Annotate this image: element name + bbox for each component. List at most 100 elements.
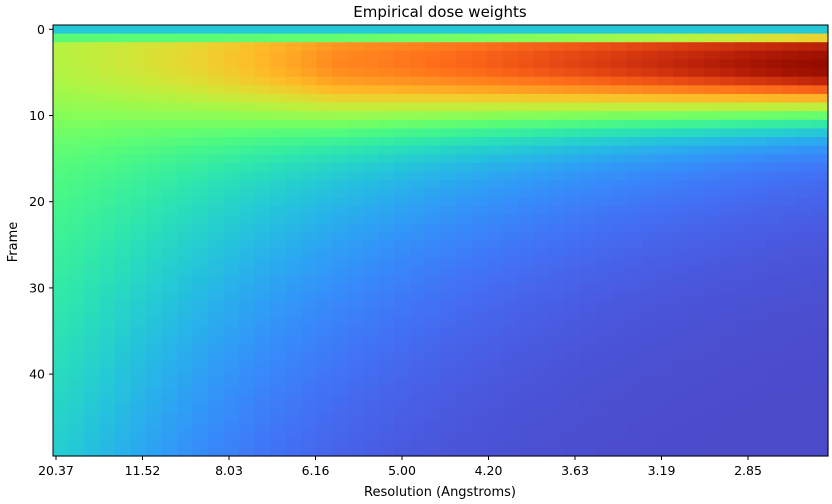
heatmap-cell	[177, 119, 194, 130]
heatmap-cell	[766, 369, 783, 380]
heatmap-cell	[409, 197, 426, 207]
heatmap-cell	[425, 102, 442, 112]
heatmap-cell	[301, 197, 318, 207]
heatmap-cell	[657, 274, 674, 285]
heatmap-cell	[750, 387, 767, 397]
heatmap-cell	[719, 438, 736, 448]
heatmap-cell	[750, 188, 767, 198]
heatmap-cell	[812, 309, 829, 319]
heatmap-cell	[363, 50, 380, 61]
heatmap-cell	[84, 59, 101, 69]
heatmap-cell	[84, 283, 101, 293]
heatmap-cell	[564, 309, 581, 319]
heatmap-cell	[316, 68, 333, 78]
heatmap-cell	[750, 25, 767, 35]
heatmap-cell	[657, 343, 674, 354]
heatmap-cell	[766, 162, 783, 173]
heatmap-cell	[735, 33, 752, 43]
heatmap-cell	[208, 162, 225, 173]
heatmap-cell	[239, 231, 256, 242]
heatmap-cell	[378, 404, 395, 414]
heatmap-cell	[177, 274, 194, 285]
heatmap-cell	[192, 378, 209, 388]
heatmap-cell	[146, 369, 163, 380]
heatmap-cell	[347, 119, 364, 130]
heatmap-cell	[533, 266, 550, 276]
heatmap-cell	[580, 369, 597, 380]
heatmap-cell	[735, 438, 752, 448]
heatmap-cell	[735, 335, 752, 345]
heatmap-cell	[456, 111, 473, 121]
heatmap-cell	[347, 111, 364, 121]
heatmap-cell	[688, 231, 705, 242]
heatmap-cell	[99, 223, 116, 233]
heatmap-cell	[781, 378, 798, 388]
heatmap-cell	[611, 188, 628, 198]
heatmap-cell	[642, 309, 659, 319]
heatmap-cell	[270, 274, 287, 285]
heatmap-cell	[332, 214, 349, 224]
heatmap-cell	[719, 257, 736, 267]
heatmap-cell	[53, 283, 70, 293]
heatmap-cell	[409, 421, 426, 431]
heatmap-cell	[766, 119, 783, 130]
heatmap-cell	[115, 76, 132, 86]
heatmap-cell	[223, 171, 240, 181]
heatmap-cell	[332, 145, 349, 155]
heatmap-cell	[518, 188, 535, 198]
heatmap-cell	[363, 42, 380, 52]
heatmap-cell	[673, 430, 690, 440]
heatmap-cell	[580, 395, 597, 405]
heatmap-cell	[611, 395, 628, 405]
heatmap-cell	[115, 369, 132, 380]
heatmap-cell	[99, 119, 116, 130]
heatmap-cell	[192, 318, 209, 328]
heatmap-cell	[564, 188, 581, 198]
heatmap-cell	[688, 68, 705, 78]
heatmap-cell	[115, 395, 132, 405]
heatmap-cell	[192, 214, 209, 224]
heatmap-cell	[549, 300, 566, 311]
heatmap-cell	[626, 266, 643, 276]
heatmap-cell	[626, 318, 643, 328]
heatmap-cell	[425, 266, 442, 276]
heatmap-cell	[254, 318, 271, 328]
heatmap-cell	[130, 85, 147, 95]
heatmap-cell	[812, 318, 829, 328]
heatmap-cell	[239, 214, 256, 224]
heatmap-cell	[394, 25, 411, 35]
heatmap-cell	[797, 412, 814, 423]
heatmap-cell	[564, 180, 581, 190]
heatmap-cell	[456, 257, 473, 267]
heatmap-cell	[301, 249, 318, 259]
heatmap-cell	[781, 438, 798, 448]
heatmap-cell	[750, 361, 767, 371]
heatmap-cell	[781, 274, 798, 285]
heatmap-cell	[425, 188, 442, 198]
heatmap-cell	[580, 145, 597, 155]
heatmap-cell	[688, 76, 705, 86]
heatmap-cell	[363, 33, 380, 43]
heatmap-cell	[580, 162, 597, 173]
heatmap-cell	[688, 387, 705, 397]
heatmap-cell	[363, 335, 380, 345]
heatmap-cell	[735, 412, 752, 423]
heatmap-cell	[704, 369, 721, 380]
heatmap-cell	[332, 283, 349, 293]
heatmap-cell	[285, 378, 302, 388]
heatmap-cell	[332, 447, 349, 457]
heatmap-cell	[301, 343, 318, 354]
heatmap-cell	[254, 369, 271, 380]
heatmap-cell	[347, 231, 364, 242]
heatmap-cell	[487, 318, 504, 328]
heatmap-cell	[363, 326, 380, 336]
heatmap-cell	[704, 421, 721, 431]
heatmap-cell	[394, 119, 411, 130]
heatmap-cell	[487, 447, 504, 457]
heatmap-cell	[409, 395, 426, 405]
heatmap-cell	[146, 361, 163, 371]
heatmap-cell	[549, 369, 566, 380]
heatmap-cell	[626, 283, 643, 293]
heatmap-cell	[378, 318, 395, 328]
heatmap-cell	[347, 93, 364, 104]
